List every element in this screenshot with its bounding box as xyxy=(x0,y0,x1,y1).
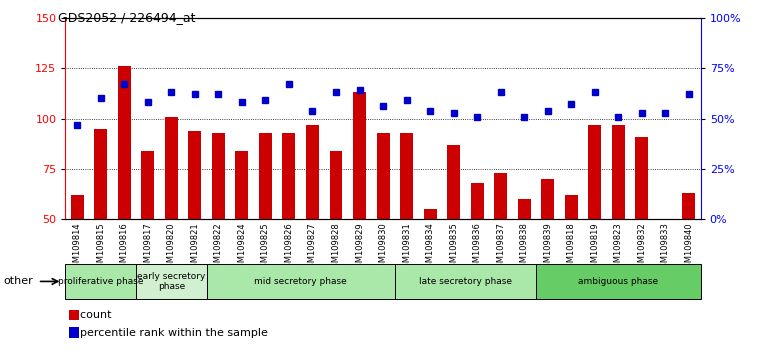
Text: GDS2052 / 226494_at: GDS2052 / 226494_at xyxy=(58,11,196,24)
Bar xyxy=(189,131,201,219)
Bar xyxy=(377,133,390,219)
Text: percentile rank within the sample: percentile rank within the sample xyxy=(73,328,268,338)
Bar xyxy=(395,264,536,299)
Bar xyxy=(447,145,460,219)
Bar xyxy=(330,151,343,219)
Text: early secretory
phase: early secretory phase xyxy=(137,272,206,291)
Bar xyxy=(136,264,206,299)
Bar xyxy=(165,116,178,219)
Text: ambiguous phase: ambiguous phase xyxy=(578,277,658,286)
Bar xyxy=(682,193,695,219)
Text: other: other xyxy=(4,276,34,286)
Bar xyxy=(259,133,272,219)
Bar xyxy=(306,125,319,219)
Text: late secretory phase: late secretory phase xyxy=(419,277,512,286)
Bar xyxy=(353,92,366,219)
Bar xyxy=(212,133,225,219)
Bar xyxy=(400,133,413,219)
Text: mid secretory phase: mid secretory phase xyxy=(254,277,347,286)
Bar xyxy=(283,133,296,219)
Bar xyxy=(494,173,507,219)
Bar xyxy=(536,264,701,299)
Bar xyxy=(236,151,249,219)
Text: count: count xyxy=(73,310,112,320)
Bar xyxy=(94,129,107,219)
Bar xyxy=(635,137,648,219)
Bar xyxy=(424,209,437,219)
Bar xyxy=(65,264,136,299)
Bar xyxy=(565,195,578,219)
Bar xyxy=(517,199,531,219)
Bar xyxy=(470,183,484,219)
Bar xyxy=(206,264,395,299)
Bar xyxy=(118,66,131,219)
Bar xyxy=(142,151,154,219)
Bar xyxy=(588,125,601,219)
Bar xyxy=(71,195,84,219)
Bar xyxy=(612,125,624,219)
Bar xyxy=(541,179,554,219)
Text: proliferative phase: proliferative phase xyxy=(58,277,143,286)
